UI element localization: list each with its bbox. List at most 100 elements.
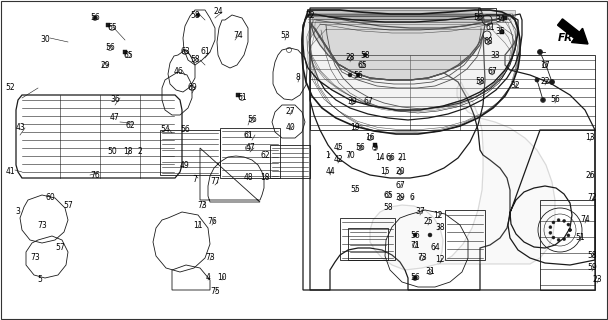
Text: 8: 8 — [295, 74, 300, 83]
Text: 47: 47 — [110, 114, 120, 123]
Bar — [106, 23, 110, 27]
Circle shape — [552, 236, 555, 239]
Text: 54: 54 — [160, 125, 170, 134]
Text: 74: 74 — [580, 215, 590, 225]
Text: 20: 20 — [395, 167, 405, 177]
Text: 49: 49 — [180, 161, 190, 170]
Circle shape — [93, 16, 97, 20]
Polygon shape — [310, 10, 515, 16]
Circle shape — [567, 234, 570, 237]
Bar — [478, 8, 496, 20]
Text: 27: 27 — [285, 108, 295, 116]
Text: 67: 67 — [395, 180, 405, 189]
Text: 67: 67 — [487, 68, 497, 76]
Circle shape — [356, 73, 360, 77]
Text: 56: 56 — [550, 95, 560, 105]
Text: 58: 58 — [475, 77, 485, 86]
Text: 67: 67 — [363, 98, 373, 107]
Text: 35: 35 — [495, 28, 505, 36]
Polygon shape — [303, 15, 518, 110]
Text: 53: 53 — [280, 30, 290, 39]
Text: 56: 56 — [247, 116, 257, 124]
Bar — [500, 30, 504, 34]
Text: 72: 72 — [587, 194, 597, 203]
Text: 39: 39 — [395, 194, 405, 203]
Text: 19: 19 — [350, 124, 360, 132]
Text: 47: 47 — [245, 143, 255, 153]
Circle shape — [562, 237, 565, 241]
Text: 56: 56 — [410, 230, 420, 239]
Text: 5: 5 — [38, 276, 43, 284]
Text: 58: 58 — [383, 204, 393, 212]
Bar — [340, 218, 395, 260]
Circle shape — [562, 220, 565, 222]
Text: 56: 56 — [353, 70, 363, 79]
Text: 77: 77 — [210, 178, 220, 187]
Text: 68: 68 — [483, 37, 493, 46]
Text: 25: 25 — [423, 218, 433, 227]
Text: 65: 65 — [123, 51, 133, 60]
Circle shape — [413, 276, 417, 280]
Circle shape — [541, 98, 545, 102]
Text: 60: 60 — [45, 194, 55, 203]
Text: 37: 37 — [415, 207, 425, 217]
Text: 50: 50 — [107, 148, 117, 156]
Text: 22: 22 — [541, 77, 550, 86]
Text: 34: 34 — [495, 15, 505, 25]
Text: 23: 23 — [592, 276, 602, 284]
Text: 56: 56 — [105, 44, 115, 52]
Circle shape — [552, 221, 555, 224]
Text: 12: 12 — [434, 211, 443, 220]
Circle shape — [363, 53, 367, 57]
Text: 72: 72 — [305, 11, 315, 20]
Circle shape — [535, 78, 539, 82]
Text: 59: 59 — [587, 263, 597, 273]
Text: 62: 62 — [260, 150, 270, 159]
Text: 46: 46 — [173, 68, 183, 76]
Text: 55: 55 — [350, 186, 360, 195]
Text: 44: 44 — [325, 167, 335, 177]
Bar — [373, 143, 377, 147]
Text: 33: 33 — [490, 51, 500, 60]
Text: 70: 70 — [345, 150, 355, 159]
Text: 76: 76 — [90, 171, 100, 180]
Polygon shape — [310, 8, 485, 80]
Text: 7: 7 — [193, 175, 198, 185]
Text: 73: 73 — [197, 201, 207, 210]
Text: 6: 6 — [410, 194, 415, 203]
Text: 75: 75 — [210, 287, 220, 297]
Text: 21: 21 — [397, 154, 407, 163]
Polygon shape — [370, 82, 555, 270]
Text: 56: 56 — [90, 13, 100, 22]
Circle shape — [549, 226, 552, 229]
Text: 73: 73 — [417, 253, 427, 262]
Text: 58: 58 — [190, 11, 200, 20]
Text: 65: 65 — [107, 23, 117, 33]
Text: 61: 61 — [485, 23, 495, 33]
Text: 13: 13 — [585, 133, 595, 142]
Text: 52: 52 — [5, 84, 15, 92]
Text: 56: 56 — [473, 13, 483, 22]
Text: 73: 73 — [37, 220, 47, 229]
Text: 26: 26 — [585, 171, 595, 180]
Bar — [236, 93, 240, 97]
Text: 1: 1 — [326, 150, 330, 159]
Circle shape — [567, 223, 570, 226]
Bar — [123, 50, 127, 54]
Text: 11: 11 — [193, 220, 202, 229]
Text: 18: 18 — [260, 173, 270, 182]
Text: 73: 73 — [30, 253, 40, 262]
Text: 12: 12 — [435, 255, 444, 265]
Text: 39: 39 — [347, 98, 357, 107]
Text: 74: 74 — [233, 30, 243, 39]
Text: 38: 38 — [435, 223, 445, 233]
Text: 63: 63 — [180, 47, 190, 57]
Text: 62: 62 — [125, 121, 135, 130]
Text: 71: 71 — [410, 241, 420, 250]
Circle shape — [568, 228, 572, 231]
Circle shape — [549, 231, 552, 234]
Text: 65: 65 — [357, 60, 367, 69]
Circle shape — [557, 238, 560, 241]
Text: 30: 30 — [40, 36, 50, 44]
Text: 3: 3 — [16, 207, 21, 217]
